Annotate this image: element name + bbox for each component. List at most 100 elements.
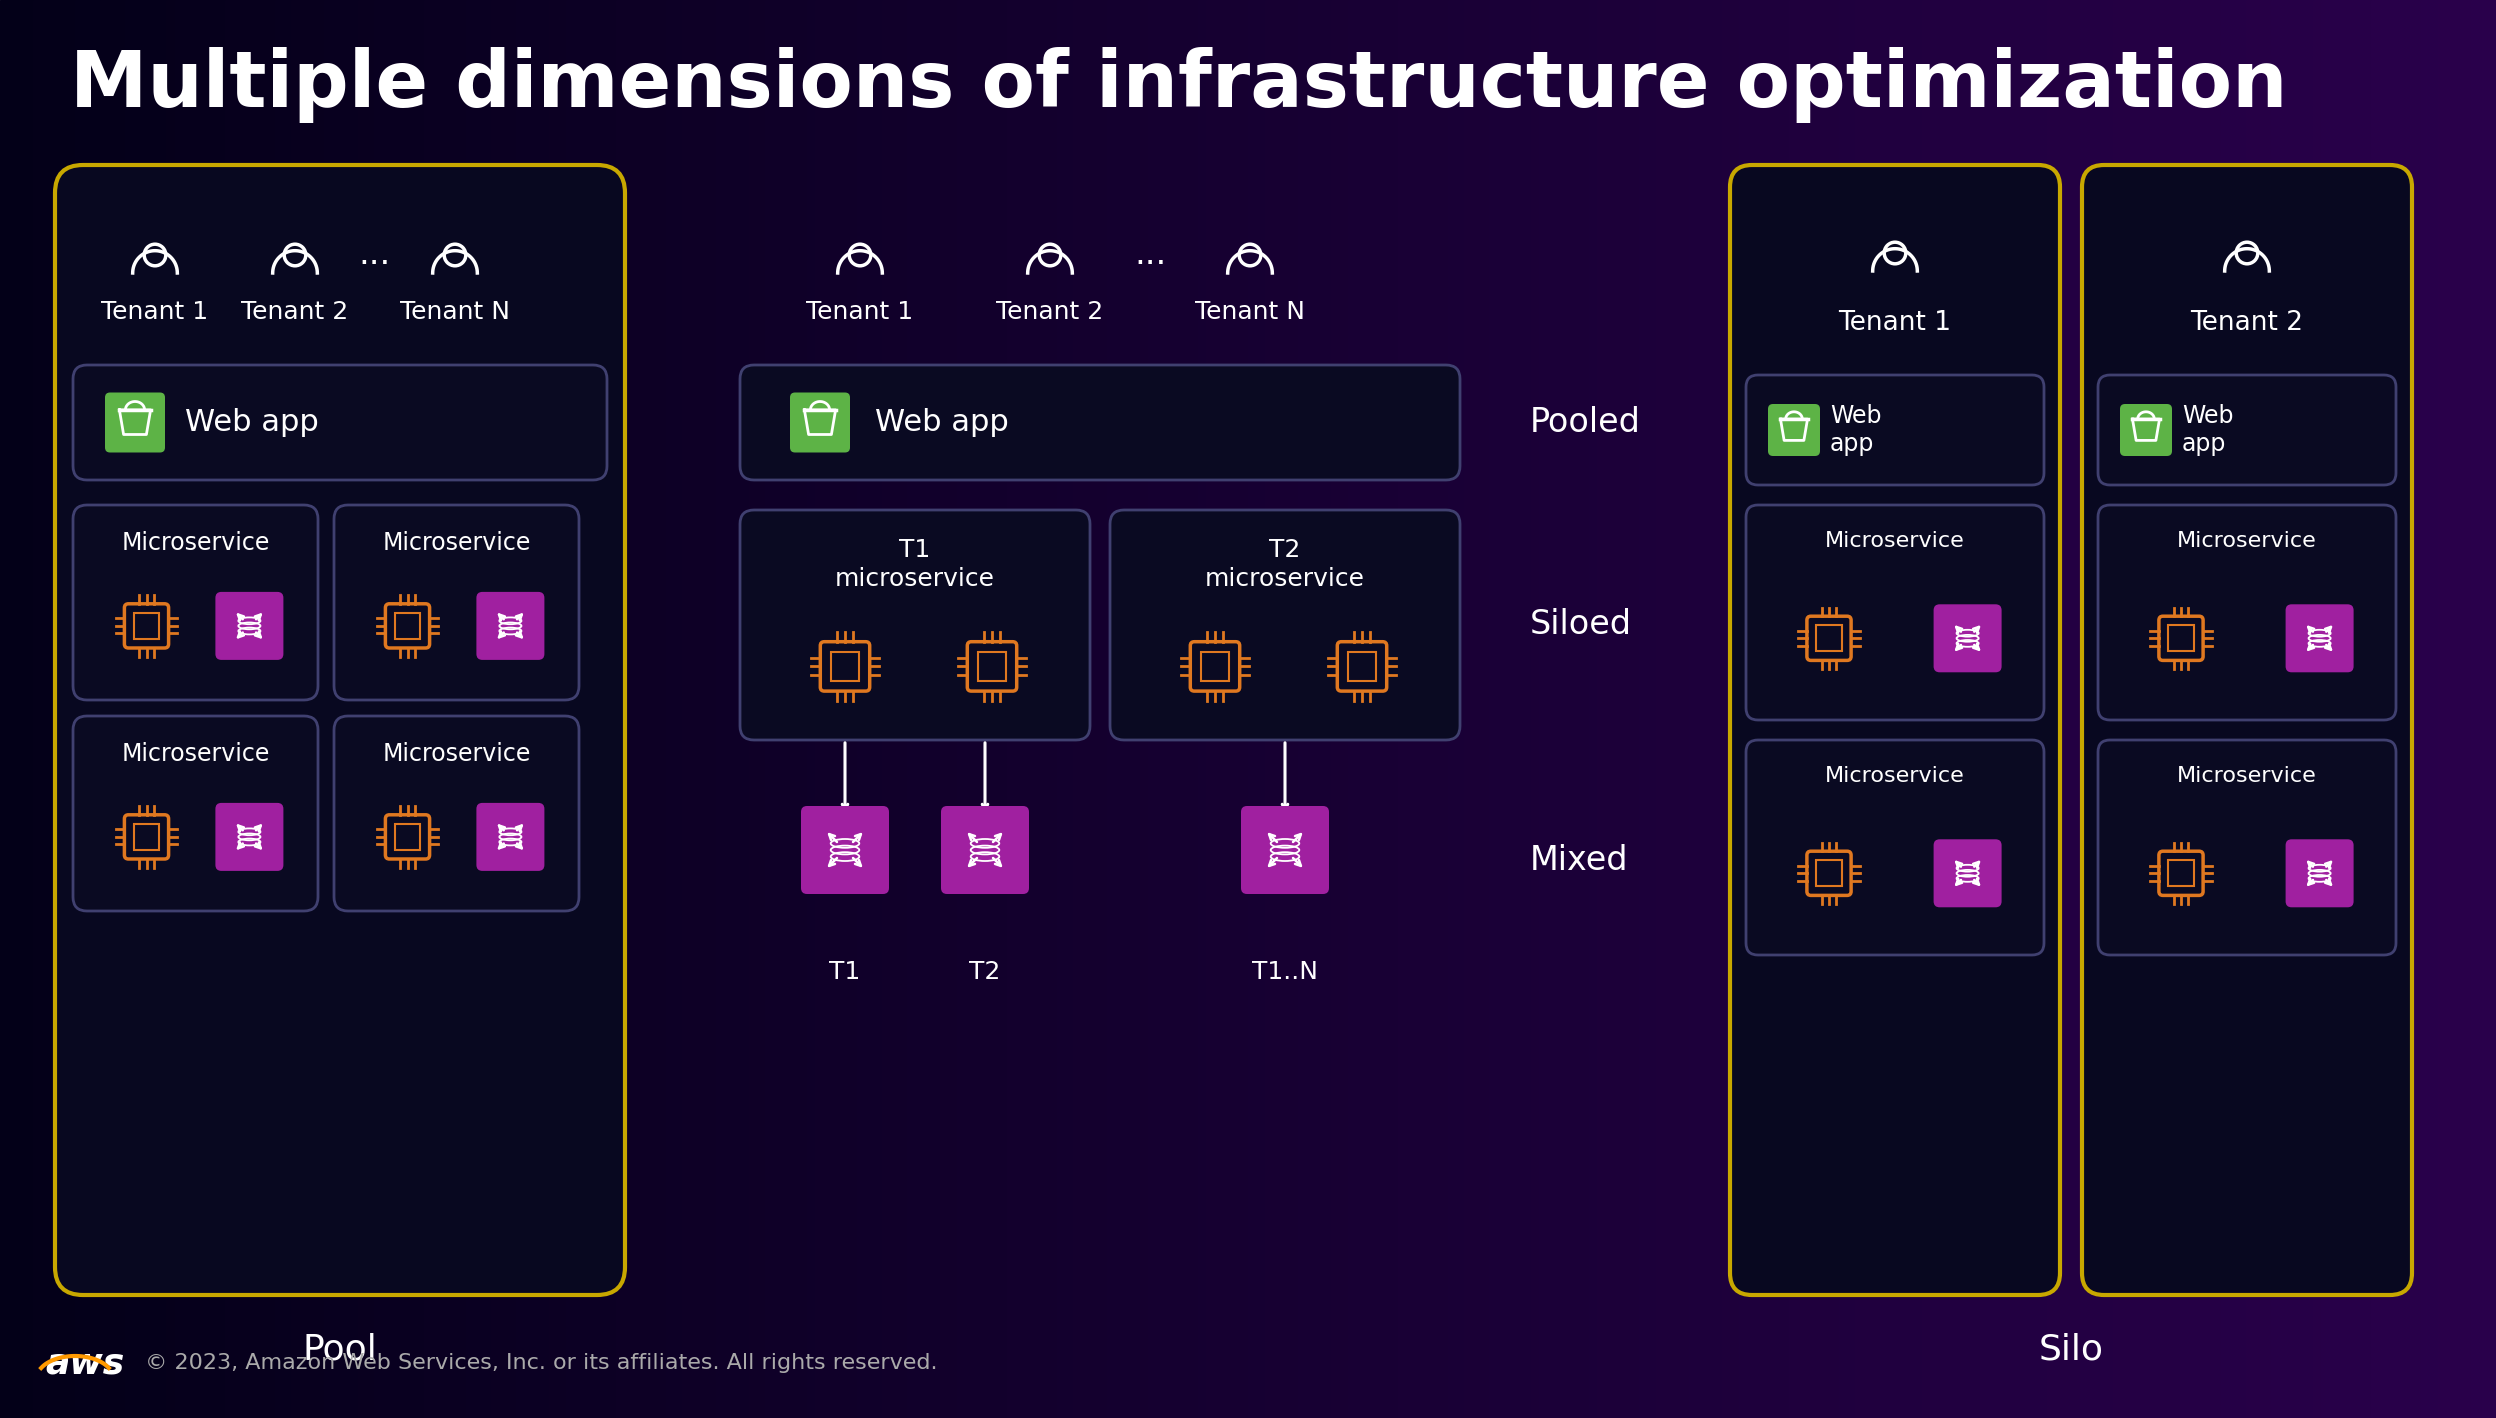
Bar — [1206, 0, 1216, 1418]
Bar — [1373, 0, 1383, 1418]
Bar — [142, 0, 150, 1418]
Bar — [2039, 0, 2047, 1418]
Bar — [1847, 0, 1857, 1418]
Bar — [2179, 0, 2189, 1418]
Bar — [799, 0, 809, 1418]
FancyBboxPatch shape — [72, 505, 317, 700]
Text: Tenant N: Tenant N — [1196, 301, 1305, 323]
Bar — [1006, 0, 1016, 1418]
Bar — [856, 0, 866, 1418]
Bar — [1530, 0, 1540, 1418]
Bar — [2339, 0, 2346, 1418]
Bar — [1440, 0, 1448, 1418]
Bar — [1490, 0, 1498, 1418]
Bar — [2429, 0, 2439, 1418]
Bar — [1647, 0, 1657, 1418]
Bar — [791, 0, 799, 1418]
Bar — [542, 0, 549, 1418]
Bar — [931, 0, 941, 1418]
Text: Tenant 2: Tenant 2 — [2191, 311, 2304, 336]
FancyBboxPatch shape — [2082, 164, 2411, 1295]
Bar — [607, 0, 617, 1418]
Bar — [681, 0, 691, 1418]
Text: Web
app: Web app — [1830, 404, 1882, 457]
Bar — [1131, 0, 1141, 1418]
Bar — [382, 0, 392, 1418]
Bar — [2079, 0, 2089, 1418]
Text: ...: ... — [1133, 238, 1166, 271]
Bar — [1081, 0, 1091, 1418]
Text: Microservice: Microservice — [122, 742, 270, 766]
Bar — [2271, 0, 2281, 1418]
Bar — [432, 0, 442, 1418]
Bar — [1622, 0, 1632, 1418]
FancyBboxPatch shape — [72, 364, 607, 481]
Text: Tenant 2: Tenant 2 — [242, 301, 349, 323]
Bar — [1929, 0, 1939, 1418]
Bar — [1672, 0, 1682, 1418]
Bar — [2321, 0, 2331, 1418]
Bar — [1889, 0, 1897, 1418]
Bar — [524, 0, 534, 1418]
Bar — [1241, 0, 1248, 1418]
Bar — [706, 0, 716, 1418]
Bar — [100, 0, 110, 1418]
Bar — [1765, 0, 1772, 1418]
Bar — [978, 652, 1006, 681]
FancyBboxPatch shape — [941, 805, 1028, 893]
Bar — [1822, 0, 1832, 1418]
Bar — [881, 0, 891, 1418]
Bar — [474, 0, 484, 1418]
Bar — [1665, 0, 1672, 1418]
Bar — [1954, 0, 1964, 1418]
Bar — [1173, 0, 1183, 1418]
Bar — [207, 0, 217, 1418]
Bar — [1280, 0, 1290, 1418]
Bar — [2354, 0, 2364, 1418]
FancyBboxPatch shape — [1934, 839, 2002, 908]
Bar — [2479, 0, 2489, 1418]
Text: Web
app: Web app — [2182, 404, 2234, 457]
FancyBboxPatch shape — [334, 505, 579, 700]
Text: Microservice: Microservice — [382, 530, 532, 554]
Bar — [2169, 861, 2194, 886]
Text: Multiple dimensions of infrastructure optimization: Multiple dimensions of infrastructure op… — [70, 47, 2286, 123]
Bar — [200, 0, 210, 1418]
Bar — [132, 0, 142, 1418]
Bar — [1098, 0, 1108, 1418]
Text: Pool: Pool — [302, 1333, 377, 1367]
Text: aws: aws — [45, 1346, 125, 1380]
Bar — [991, 0, 998, 1418]
Bar — [1191, 0, 1198, 1418]
Bar — [32, 0, 42, 1418]
Bar — [741, 0, 749, 1418]
Bar — [1166, 0, 1173, 1418]
Bar — [1323, 0, 1333, 1418]
Bar — [1430, 0, 1440, 1418]
Bar — [317, 0, 324, 1418]
Bar — [981, 0, 991, 1418]
Bar — [1315, 0, 1323, 1418]
Bar — [691, 0, 699, 1418]
Bar — [774, 0, 784, 1418]
Bar — [75, 0, 85, 1418]
Bar — [2104, 0, 2114, 1418]
Bar — [1041, 0, 1048, 1418]
Bar — [324, 0, 334, 1418]
Bar — [1797, 0, 1807, 1418]
Bar — [1365, 0, 1373, 1418]
Bar — [2264, 0, 2271, 1418]
Bar — [242, 0, 250, 1418]
Bar — [2404, 0, 2414, 1418]
Bar — [0, 0, 10, 1418]
Bar — [1540, 0, 1548, 1418]
Bar — [117, 0, 125, 1418]
Bar — [1023, 0, 1033, 1418]
Bar — [617, 0, 624, 1418]
Bar — [1855, 0, 1865, 1418]
FancyBboxPatch shape — [477, 591, 544, 659]
Bar — [2379, 0, 2389, 1418]
Bar — [1355, 0, 1365, 1418]
FancyBboxPatch shape — [739, 364, 1460, 481]
Bar — [57, 0, 67, 1418]
